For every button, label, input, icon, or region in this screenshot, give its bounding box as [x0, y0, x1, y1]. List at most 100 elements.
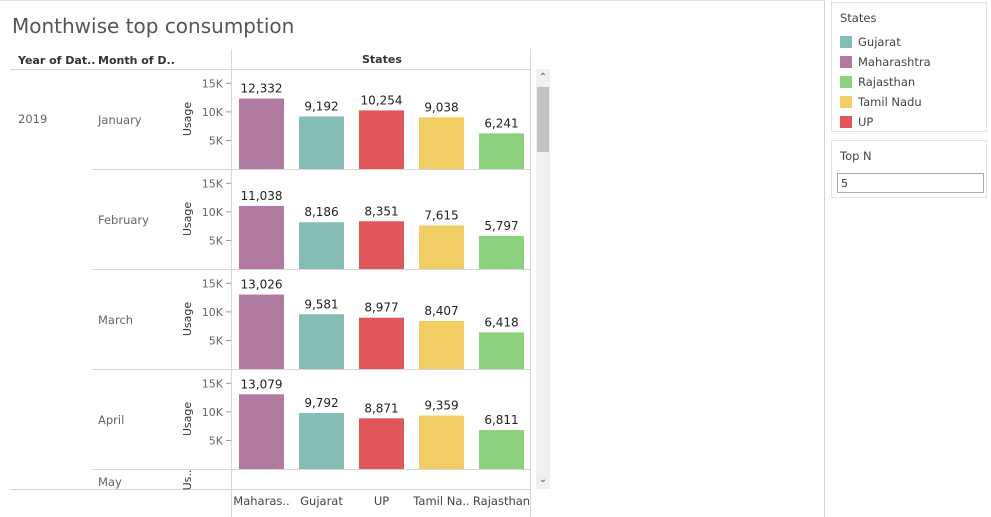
bar-data-label: 9,192: [304, 99, 338, 113]
dashboard-title: Monthwise top consumption: [12, 14, 295, 38]
bar: [359, 110, 404, 169]
year-column-header[interactable]: Year of Dat..: [18, 54, 96, 67]
bar: [359, 418, 404, 469]
bar: [239, 205, 284, 269]
bar-data-label: 13,079: [241, 377, 283, 391]
vertical-scrollbar[interactable]: ⌃ ⌄: [536, 69, 550, 489]
scroll-up-arrow-icon[interactable]: ⌃: [538, 72, 548, 83]
legend-item-gujarat[interactable]: Gujarat: [840, 34, 901, 50]
year-label: 2019: [18, 112, 48, 126]
legend-swatch: [840, 76, 852, 88]
bar: [419, 415, 464, 469]
bar-data-label: 8,351: [364, 204, 398, 218]
bar: [479, 430, 524, 469]
y-axis-title: Usage: [181, 302, 194, 337]
legend-item-maharashtra[interactable]: Maharashtra: [840, 54, 931, 70]
month-column-header[interactable]: Month of D..: [98, 54, 175, 67]
y-tick-label: 10K: [202, 106, 224, 119]
bar: [239, 394, 284, 469]
x-tick-label: Gujarat: [300, 494, 343, 508]
bar-data-label: 10,254: [361, 93, 403, 107]
bar: [299, 413, 344, 469]
legend-title: States: [840, 11, 877, 25]
chart-frame-lines: [10, 49, 531, 517]
x-tick-label: Tamil Na..: [412, 494, 469, 508]
legend-label: Tamil Nadu: [858, 95, 922, 109]
bar: [299, 116, 344, 169]
bar: [239, 98, 284, 169]
scroll-down-arrow-icon[interactable]: ⌄: [538, 474, 548, 485]
legend-swatch: [840, 36, 852, 48]
y-tick-label: 15K: [202, 277, 224, 290]
bar: [419, 320, 464, 369]
legend-label: UP: [858, 115, 874, 129]
y-tick-label: 15K: [202, 77, 224, 90]
bar: [299, 314, 344, 369]
legend-swatch: [840, 116, 852, 128]
legend-swatch: [840, 96, 852, 108]
x-tick-label: Maharas..: [233, 494, 289, 508]
states-legend: States Gujarat Maharashtra Rajasthan Tam…: [831, 2, 987, 132]
legend-label: Gujarat: [858, 35, 901, 49]
bar-data-label: 6,811: [484, 413, 518, 427]
legend-item-up[interactable]: UP: [840, 114, 873, 130]
legend-item-rajasthan[interactable]: Rajasthan: [840, 74, 915, 90]
dashboard-frame: [0, 0, 825, 517]
y-tick-label: 5K: [209, 234, 224, 247]
y-tick-label: 10K: [202, 306, 224, 319]
bar-data-label: 5,797: [484, 219, 518, 233]
x-tick-label: UP: [374, 494, 389, 508]
legend-item-tamil-nadu[interactable]: Tamil Nadu: [840, 94, 922, 110]
bar: [479, 332, 524, 369]
top-n-input[interactable]: [837, 173, 984, 193]
legend-label: Maharashtra: [858, 55, 931, 69]
month-label: April: [98, 413, 124, 427]
bar: [479, 133, 524, 169]
bar-data-label: 13,026: [241, 278, 283, 292]
y-axis-title: Usage: [181, 102, 194, 137]
bar: [419, 225, 464, 269]
y-tick-label: 5K: [209, 334, 224, 347]
x-tick-label: Rajasthan: [473, 494, 530, 508]
bar-data-label: 9,038: [424, 100, 458, 114]
legend-label: Rajasthan: [858, 75, 916, 89]
legend-swatch: [840, 56, 852, 68]
bar: [359, 317, 404, 369]
y-axis-title: Usage: [181, 402, 194, 437]
y-tick-label: 10K: [202, 406, 224, 419]
scroll-thumb[interactable]: [537, 87, 549, 152]
y-tick-label: 15K: [202, 177, 224, 190]
bar-data-label: 8,407: [424, 304, 458, 318]
bar: [239, 294, 284, 369]
bar-data-label: 8,186: [304, 205, 338, 219]
top-n-title: Top N: [840, 149, 872, 163]
bar-data-label: 6,241: [484, 116, 518, 130]
bar: [479, 235, 524, 269]
y-tick-label: 5K: [209, 134, 224, 147]
top-n-parameter: Top N: [831, 140, 987, 198]
bar-data-label: 9,792: [304, 396, 338, 410]
month-label: May: [98, 475, 122, 489]
bar: [419, 117, 464, 169]
bar: [359, 221, 404, 269]
chart-marks: January Usage 5K 10K 15K 12,332 9,192 10,254 9,0…: [97, 77, 530, 508]
month-label: February: [98, 213, 149, 227]
y-tick-label: 5K: [209, 434, 224, 447]
bar-data-label: 9,581: [304, 297, 338, 311]
bar-data-label: 9,359: [424, 399, 458, 413]
bar-data-label: 8,977: [364, 301, 398, 315]
bar-data-label: 7,615: [424, 208, 458, 222]
y-axis-title: Us..: [181, 470, 194, 491]
month-label: March: [98, 313, 133, 327]
y-tick-label: 10K: [202, 206, 224, 219]
bar-data-label: 8,871: [364, 401, 398, 415]
bar-data-label: 6,418: [484, 315, 518, 329]
states-column-header[interactable]: States: [362, 53, 402, 66]
bar: [299, 222, 344, 269]
y-tick-label: 15K: [202, 377, 224, 390]
month-label: January: [97, 113, 142, 127]
bar-data-label: 12,332: [241, 82, 283, 96]
bar-data-label: 11,038: [241, 189, 283, 203]
y-axis-title: Usage: [181, 202, 194, 237]
